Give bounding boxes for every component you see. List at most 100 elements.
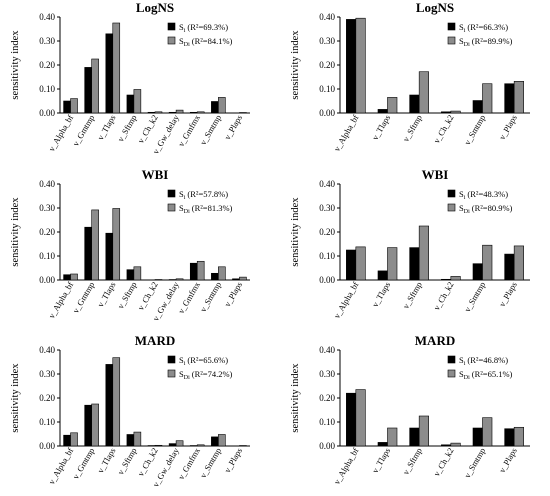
y-tick-label: 0.10 (39, 251, 55, 261)
panel-title: MARD (135, 333, 175, 348)
y-tick-label: 0.00 (319, 441, 335, 451)
y-tick-label: 0.00 (319, 108, 335, 118)
bar-sdi-v-alpha-bf (70, 98, 78, 114)
bar-sdi-v-gmtmp (91, 209, 99, 281)
legend: Si (R²=66.3%) SDi (R²=89.9%) (447, 22, 513, 48)
x-tick-label: v_Sftmp (401, 446, 424, 476)
y-axis-label: sensitivity index (290, 363, 301, 433)
panel-wbileft: WBI sensitivity index 0.00 0.10 0.20 0.30 0.40… (10, 167, 250, 323)
panel-wbiright: WBI sensitivity index 0.00 0.10 0.20 0.30 0.40… (290, 167, 530, 320)
x-tick-label: v_Tlaps (370, 280, 392, 309)
bar-si-v-smtmp (211, 436, 219, 447)
x-tick-label: v_Tlaps (95, 280, 117, 309)
panel-title: LogNS (416, 0, 454, 15)
x-tick-label: v_Plaps (497, 113, 519, 141)
y-tick-label: 0.30 (39, 203, 55, 213)
legend-swatch-si (167, 355, 176, 364)
x-tick-label: v_Smtmp (462, 113, 487, 147)
panel-lognsright: LogNS sensitivity index 0.00 0.10 0.20 0.30 0.… (290, 0, 530, 153)
legend-label-si: Si (R²=48.3%) (459, 189, 508, 201)
legend-label-sdi: SDi (R²=65.1%) (459, 369, 513, 381)
legend-label-si: Si (R²=69.3%) (179, 22, 228, 34)
legend-swatch-sdi (447, 203, 456, 212)
bar-si-v-sftmp (409, 427, 420, 447)
bar-si-v-gmfmx (189, 262, 198, 281)
legend-label-si: Si (R²=46.8%) (459, 355, 508, 367)
y-tick-label: 0.10 (319, 251, 335, 261)
x-tick-label: v_Alpha_bf (332, 113, 361, 153)
bar-si-v-alpha-bf (63, 100, 71, 114)
legend-swatch-si (447, 22, 456, 31)
bar-sdi-v-ch-k2 (450, 276, 461, 281)
bar-sdi-v-smtmp (218, 97, 226, 114)
y-tick-label: 0.40 (319, 345, 335, 355)
bar-sdi-v-gw-delay (175, 109, 184, 114)
bar-sdi-v-smtmp (218, 266, 226, 281)
bar-si-v-plaps (504, 83, 515, 114)
bar-sdi-v-smtmp (482, 83, 493, 114)
bar-si-v-sftmp (126, 269, 135, 281)
legend-label-sdi: SDi (R²=89.9%) (459, 36, 513, 48)
bar-si-v-alpha-bf (346, 392, 357, 447)
bar-sdi-v-sftmp (418, 225, 429, 281)
bar-sdi-v-ch-k2 (450, 442, 461, 447)
bar-si-v-tlaps (105, 232, 114, 281)
bar-si-v-sftmp (126, 434, 135, 447)
x-tick-label: v_Tlaps (370, 113, 392, 142)
y-tick-label: 0.10 (319, 84, 335, 94)
x-tick-label: v_Plaps (497, 280, 519, 308)
bar-sdi-v-ch-k2 (450, 110, 461, 114)
legend-label-si: Si (R²=66.3%) (459, 22, 508, 34)
bar-sdi-v-alpha-bf (70, 273, 78, 281)
bar-sdi-v-plaps (239, 276, 247, 281)
bar-sdi-v-gmfmx (196, 111, 205, 114)
bar-sdi-v-gmtmp (91, 403, 99, 447)
panel-lognsleft: LogNS sensitivity index 0.00 0.10 0.20 0.30 0.… (10, 0, 250, 156)
x-tick-label: v_Smtmp (462, 446, 487, 480)
legend-label-si: Si (R²=65.6%) (179, 355, 228, 367)
legend: Si (R²=57.8%) SDi (R²=81.3%) (167, 189, 233, 215)
bar-si-v-sftmp (409, 94, 420, 114)
x-tick-label: v_Alpha_bf (46, 113, 75, 153)
bar-si-v-smtmp (472, 100, 483, 114)
legend-swatch-sdi (167, 369, 176, 378)
bar-sdi-v-alpha-bf (355, 389, 366, 447)
y-tick-label: 0.00 (39, 108, 55, 118)
legend-swatch-sdi (447, 369, 456, 378)
bar-si-v-smtmp (211, 272, 219, 281)
x-tick-label: v_Alpha_bf (332, 446, 361, 486)
y-axis-label: sensitivity index (10, 30, 21, 100)
legend-label-sdi: SDi (R²=81.3%) (179, 203, 233, 215)
y-tick-label: 0.10 (39, 84, 55, 94)
y-tick-label: 0.00 (319, 275, 335, 285)
x-tick-label: v_Tlaps (95, 446, 117, 475)
legend-label-sdi: SDi (R²=74.2%) (179, 369, 233, 381)
bar-si-v-alpha-bf (346, 19, 357, 114)
y-tick-label: 0.10 (319, 417, 335, 427)
bar-sdi-v-tlaps (112, 357, 121, 447)
bar-si-v-smtmp (472, 427, 483, 447)
x-tick-label: v_Ch_k2 (431, 446, 455, 478)
y-tick-label: 0.40 (39, 345, 55, 355)
bar-sdi-v-ch-k2 (154, 111, 163, 114)
bar-si-v-sftmp (126, 94, 135, 114)
panel-title: WBI (142, 167, 169, 182)
bar-si-v-alpha-bf (63, 434, 71, 447)
bar-sdi-v-sftmp (133, 431, 142, 447)
bar-sdi-v-sftmp (133, 89, 142, 114)
panel-title: MARD (415, 333, 455, 348)
legend-swatch-si (447, 189, 456, 198)
legend-label-sdi: SDi (R²=84.1%) (179, 36, 233, 48)
bar-si-v-tlaps (377, 270, 388, 281)
bar-si-v-alpha-bf (63, 274, 71, 281)
bar-sdi-v-tlaps (112, 208, 121, 281)
bar-sdi-v-gmtmp (91, 58, 99, 114)
bar-si-v-tlaps (377, 109, 388, 114)
bar-sdi-v-smtmp (218, 434, 226, 447)
legend: Si (R²=48.3%) SDi (R²=80.9%) (447, 189, 513, 215)
bar-si-v-smtmp (211, 101, 219, 114)
y-tick-label: 0.30 (319, 369, 335, 379)
y-tick-label: 0.10 (39, 417, 55, 427)
legend-swatch-si (167, 22, 176, 31)
panel-mardright: MARD sensitivity index 0.00 0.10 0.20 0.30 0.4… (290, 333, 530, 486)
